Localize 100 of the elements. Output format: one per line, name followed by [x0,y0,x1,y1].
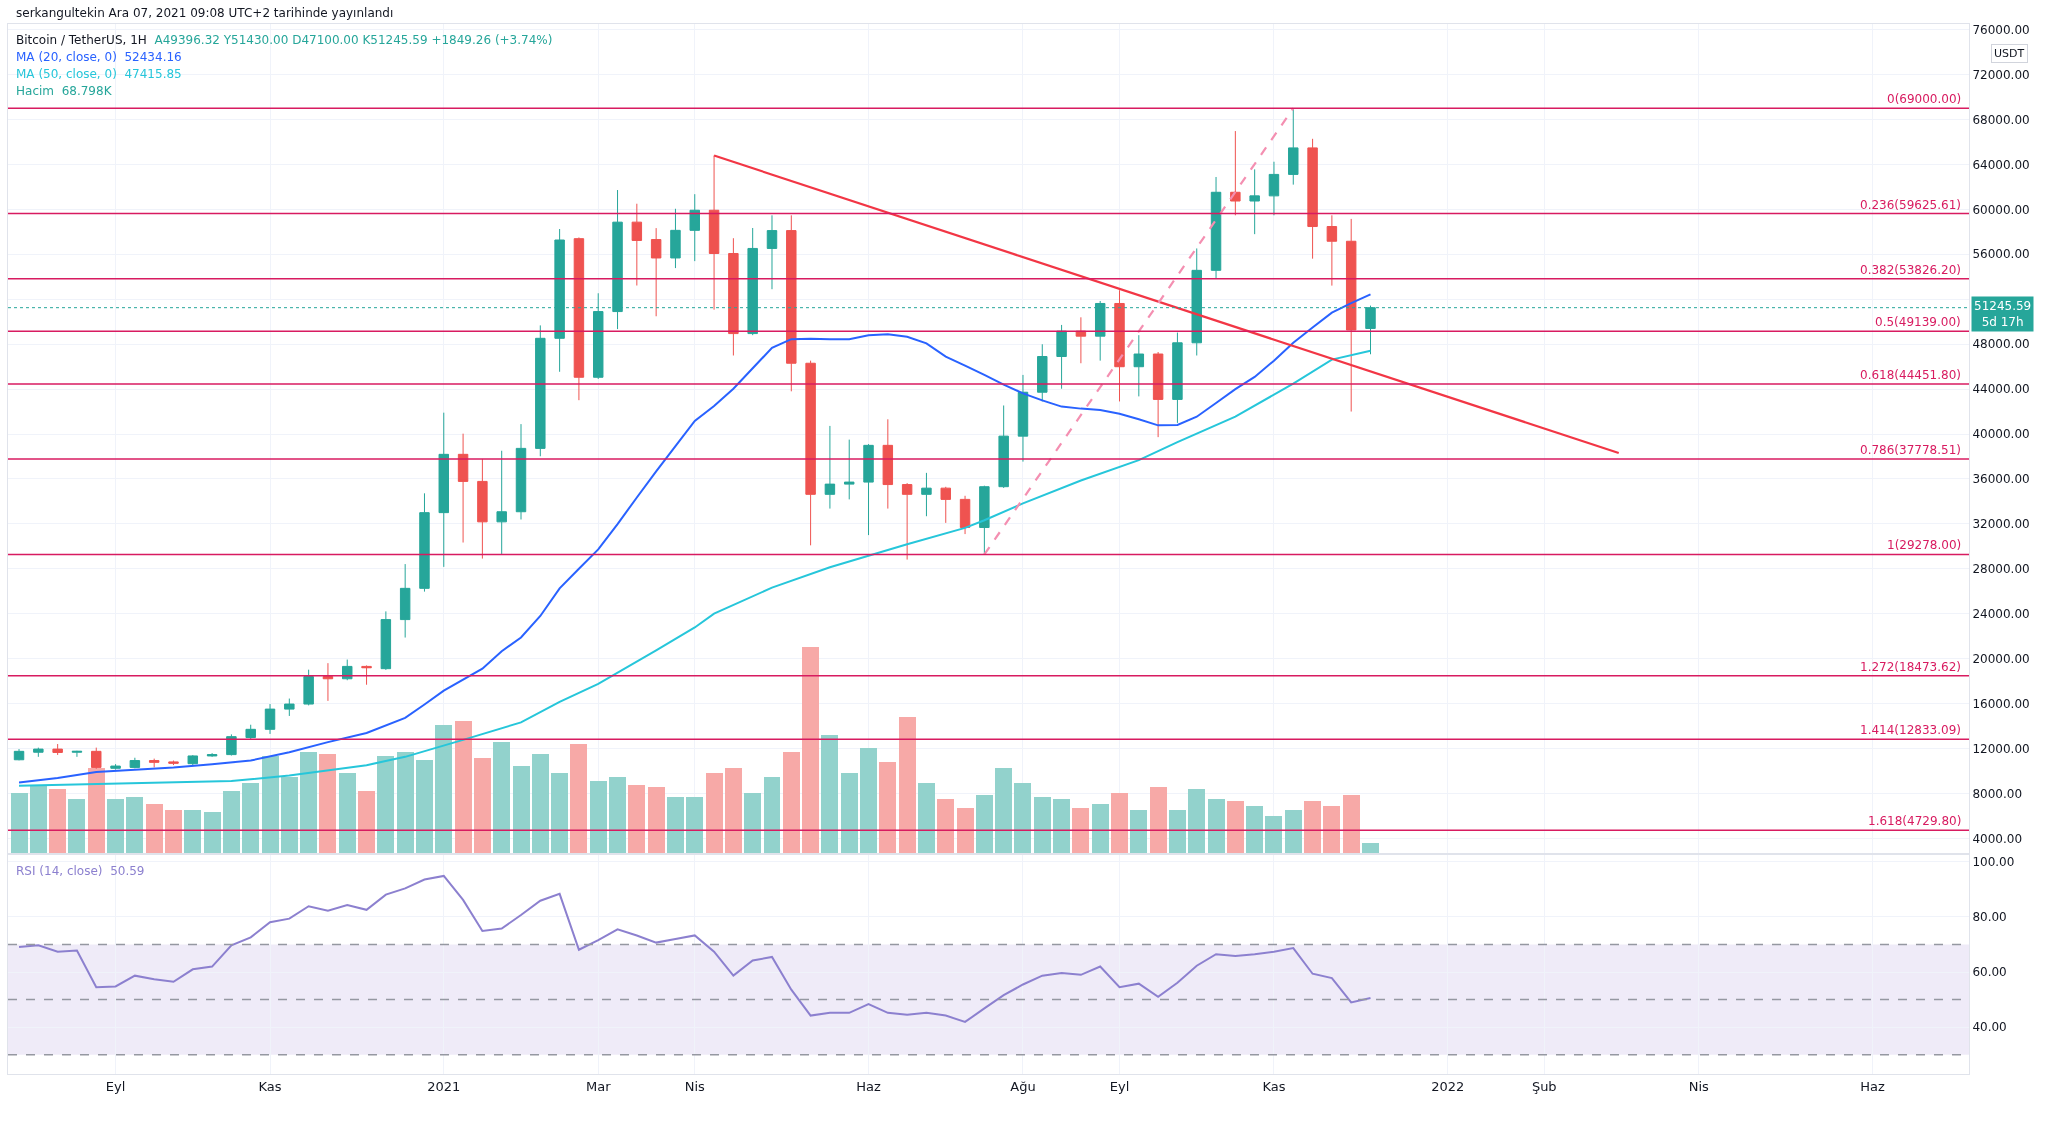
x-tick-label: Ağu [1010,1078,1036,1094]
bar [976,795,993,853]
candlestick [496,450,507,555]
candlestick [959,495,971,535]
bar [1343,795,1360,853]
y-axis-title: USDT [1994,47,2025,60]
candlestick [573,236,585,401]
bar [821,735,838,853]
text: Hacim [16,84,54,98]
candlestick [419,492,430,593]
bar [879,762,896,853]
bar [493,742,510,853]
ref-line-label: 0.5(49139.00) [1875,315,1961,329]
bar [1169,810,1186,853]
y-tick-label: 56000.00 [1972,247,2030,262]
bar [1227,801,1244,853]
annotation: A49396.32 Y51430.00 D47100.00 K51245.59 +1849.26 (+3.74%) [154,33,553,47]
y-tick-label: 24000.00 [1972,606,2030,621]
candlestick [650,227,662,317]
bar [1111,793,1128,853]
candlestick [303,669,314,706]
x-tick-label: Haz [1860,1078,1885,1094]
candlestick [477,458,488,560]
bar [11,793,28,853]
bar [648,787,665,853]
x-tick-label: Kas [258,1078,282,1094]
candlestick [245,724,256,740]
y-tick-label: 40000.00 [1972,427,2030,442]
bar [1150,787,1167,853]
bar [802,647,819,853]
bar [358,791,375,853]
bar [68,799,85,853]
bar [570,744,587,853]
x-tick-label: Nis [1688,1078,1709,1094]
candlestick [33,747,44,758]
candlestick [1114,289,1125,402]
candlestick [71,750,83,758]
y-tick-label: 68000.00 [1972,112,2030,127]
bar [609,777,626,853]
bar [551,773,568,853]
bar [300,752,317,853]
x-tick-label: Eyl [105,1078,126,1094]
ref-line-label: 0(69000.00) [1887,92,1962,106]
bar [725,768,742,853]
candlestick [13,748,25,761]
bar [319,754,336,853]
bar [899,717,916,853]
y-tick-label: 8000.00 [1972,786,2023,801]
bar [918,783,935,853]
bar [783,752,800,853]
bar [667,797,684,853]
bar [860,748,877,853]
bar [1265,816,1282,853]
bar [1034,797,1051,853]
ref-line-label: 0.236(59625.61) [1860,198,1961,212]
candlestick [689,193,700,262]
annotation: 50.59 [110,864,145,878]
bar [107,799,124,853]
candlestick [805,360,816,546]
bar [1092,804,1109,853]
bar [513,766,530,853]
bar [1130,810,1147,853]
candlestick [1152,351,1164,438]
bar [706,773,723,853]
x-tick-label: Haz [856,1078,881,1094]
ref-line-label: 1.618(4729.80) [1868,814,1962,828]
y-tick-label: 76000.00 [1972,22,2030,37]
candlestick [863,443,874,536]
candlestick [438,412,450,568]
bar [1188,789,1205,853]
candlestick [708,155,720,311]
candlestick [52,743,63,756]
candlestick [168,760,179,766]
bar [455,721,472,853]
candlestick [148,758,160,768]
candlestick [1326,214,1338,287]
bar [165,810,182,853]
line-series [18,874,1372,1023]
bar [532,754,549,853]
candlestick [921,472,932,517]
candlestick [728,237,739,356]
candlestick [1172,332,1183,424]
bar [937,799,954,853]
candlestick [998,404,1009,489]
bar [841,773,858,853]
candlestick [399,563,411,639]
bar [377,756,394,853]
text: MA (20, close, 0) [16,50,117,64]
y-tick-label: 12000.00 [1972,741,2030,756]
candlestick [206,752,218,758]
bar [126,797,143,853]
bar [764,777,780,853]
y-tick-label: 80.00 [1972,910,2007,925]
x-tick-label: Kas [1262,1078,1286,1094]
bar [1285,810,1302,853]
candlestick [1075,316,1087,364]
y-tick-label: 72000.00 [1972,67,2030,82]
candlestick [766,214,778,290]
y-tick-label: 60.00 [1972,965,2007,980]
candlestick [535,324,546,457]
